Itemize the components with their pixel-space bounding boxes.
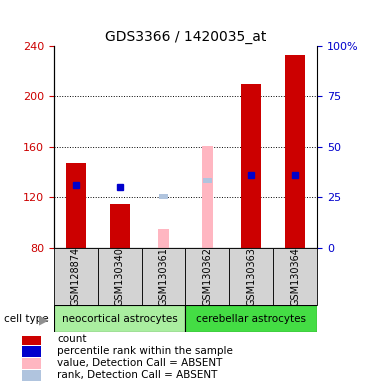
Text: percentile rank within the sample: percentile rank within the sample — [57, 346, 233, 356]
Bar — [229, 248, 273, 305]
Bar — [142, 248, 186, 305]
Bar — [54, 305, 185, 332]
Bar — [54, 248, 98, 305]
Text: rank, Detection Call = ABSENT: rank, Detection Call = ABSENT — [57, 370, 218, 381]
Bar — [285, 55, 305, 248]
Text: cell type: cell type — [4, 314, 48, 324]
Text: GSM130340: GSM130340 — [115, 247, 125, 306]
Bar — [98, 248, 142, 305]
Text: count: count — [57, 334, 87, 344]
Bar — [22, 346, 41, 357]
Text: ▶: ▶ — [39, 313, 48, 326]
Bar — [22, 370, 41, 381]
Text: GSM130362: GSM130362 — [203, 247, 213, 306]
Bar — [110, 204, 129, 248]
Bar — [202, 146, 213, 248]
Title: GDS3366 / 1420035_at: GDS3366 / 1420035_at — [105, 30, 266, 44]
Text: GSM130361: GSM130361 — [158, 247, 168, 306]
Text: cerebellar astrocytes: cerebellar astrocytes — [196, 314, 306, 324]
Bar — [186, 248, 229, 305]
Bar — [158, 229, 169, 248]
Bar — [273, 248, 317, 305]
Bar — [242, 84, 261, 248]
Bar — [22, 358, 41, 369]
Bar — [22, 334, 41, 345]
Bar — [66, 163, 86, 248]
Bar — [159, 194, 168, 199]
Bar — [203, 179, 212, 184]
Text: neocortical astrocytes: neocortical astrocytes — [62, 314, 177, 324]
Text: GSM130363: GSM130363 — [246, 247, 256, 306]
Text: GSM128874: GSM128874 — [71, 247, 81, 306]
Text: GSM130364: GSM130364 — [290, 247, 300, 306]
Text: value, Detection Call = ABSENT: value, Detection Call = ABSENT — [57, 358, 223, 368]
Bar — [186, 305, 317, 332]
